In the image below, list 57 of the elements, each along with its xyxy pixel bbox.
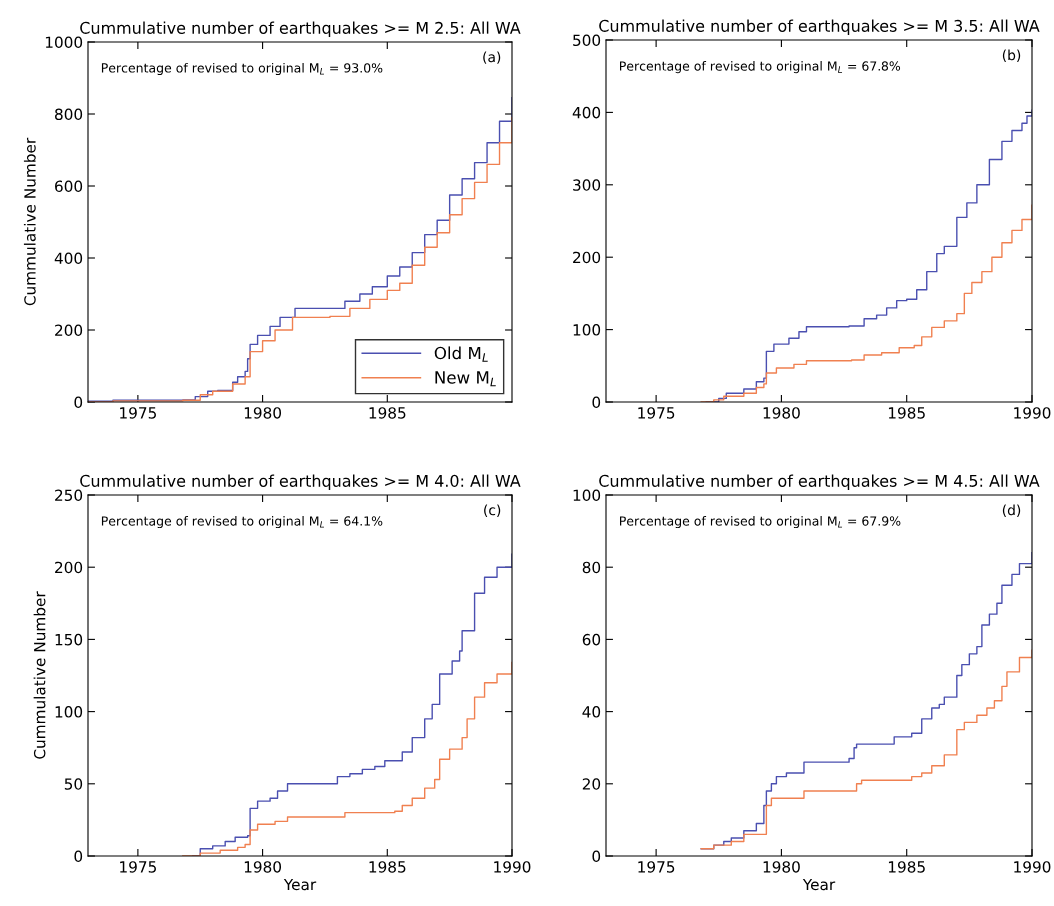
y-tick-label: 800 <box>55 108 83 121</box>
y-tick-label: 60 <box>582 633 601 646</box>
legend-label: Old M$_{L}$ <box>434 346 488 362</box>
x-axis-title: Year <box>283 878 317 891</box>
y-tick-label: 200 <box>55 561 83 574</box>
y-tick-label: 0 <box>74 396 83 409</box>
y-tick-label: 200 <box>573 251 601 264</box>
annotation: (c) <box>484 504 501 517</box>
y-tick-label: 250 <box>55 489 83 502</box>
y-tick-label: 20 <box>582 778 601 790</box>
y-axis-title: Cummulative Number <box>33 591 46 759</box>
y-tick-label: 0 <box>592 396 601 409</box>
annotation: Percentage of revised to original M$_{L}$ = 93.0% <box>101 62 383 76</box>
x-tick-label: 1985 <box>369 861 406 873</box>
chart-title: Cummulative number of earthquakes >= M 4.5: All WA <box>599 474 1040 490</box>
y-tick-label: 100 <box>573 324 601 336</box>
x-tick-label: 1975 <box>638 861 675 873</box>
y-tick-label: 0 <box>74 850 83 863</box>
y-tick-label: 600 <box>55 180 83 193</box>
y-tick-label: 40 <box>582 706 601 718</box>
y-tick-label: 400 <box>572 106 601 119</box>
annotation: (a) <box>483 51 501 64</box>
annotation: (d) <box>1002 504 1021 517</box>
x-tick-label: 1985 <box>369 407 406 419</box>
x-tick-label: 1980 <box>763 407 800 419</box>
x-axis-title: Year <box>802 878 836 891</box>
y-tick-label: 300 <box>573 179 601 191</box>
x-tick-label: 1980 <box>763 861 800 873</box>
chart-title: Cummulative number of earthquakes >= M 3.5: All WA <box>599 19 1040 35</box>
annotation: Percentage of revised to original M$_{L}$ = 67.9% <box>620 516 901 529</box>
y-tick-label: 200 <box>55 324 83 337</box>
x-tick-label: 1980 <box>244 861 282 873</box>
x-tick-label: 1990 <box>494 861 531 873</box>
x-tick-label: 1975 <box>120 861 156 873</box>
annotation: (b) <box>1002 49 1021 62</box>
x-tick-label: 1975 <box>638 407 675 419</box>
y-tick-label: 80 <box>582 561 601 574</box>
y-axis-title: Cummulative Number <box>23 137 36 306</box>
y-tick-label: 100 <box>55 706 83 718</box>
y-tick-label: 400 <box>54 252 83 265</box>
x-tick-label: 1990 <box>1014 861 1051 873</box>
x-tick-label: 1980 <box>244 407 282 419</box>
y-tick-label: 500 <box>573 34 601 47</box>
y-tick-label: 100 <box>573 489 601 502</box>
chart-title: Cummulative number of earthquakes >= M 4.0: All WA <box>80 474 521 490</box>
y-tick-label: 0 <box>592 850 601 863</box>
annotation: Percentage of revised to original M$_{L}$ = 64.1% <box>101 516 383 529</box>
legend-label: New M$_{L}$ <box>435 371 496 387</box>
annotation: Percentage of revised to original M$_{L}$ = 67.8% <box>620 61 901 74</box>
y-tick-label: 150 <box>55 633 83 646</box>
x-tick-label: 1985 <box>888 407 925 419</box>
y-tick-label: 1000 <box>45 36 83 49</box>
x-tick-label: 1975 <box>120 407 156 419</box>
chart-title: Cummulative number of earthquakes >= M 2.5: All WA <box>80 21 521 37</box>
x-tick-label: 1985 <box>888 861 925 873</box>
y-tick-label: 50 <box>64 778 83 790</box>
x-tick-label: 1990 <box>1014 407 1051 419</box>
